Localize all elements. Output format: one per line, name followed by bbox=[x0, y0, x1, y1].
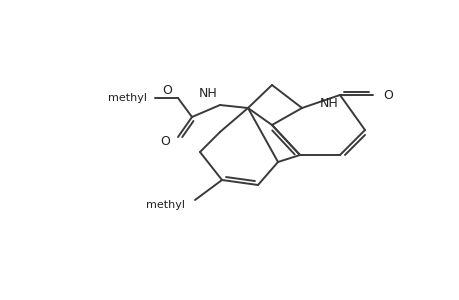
Text: O: O bbox=[160, 134, 170, 148]
Text: methyl: methyl bbox=[146, 200, 185, 210]
Text: methyl: methyl bbox=[108, 93, 147, 103]
Text: O: O bbox=[382, 88, 392, 101]
Text: O: O bbox=[162, 83, 172, 97]
Text: NH: NH bbox=[319, 97, 338, 110]
Text: NH: NH bbox=[199, 86, 218, 100]
